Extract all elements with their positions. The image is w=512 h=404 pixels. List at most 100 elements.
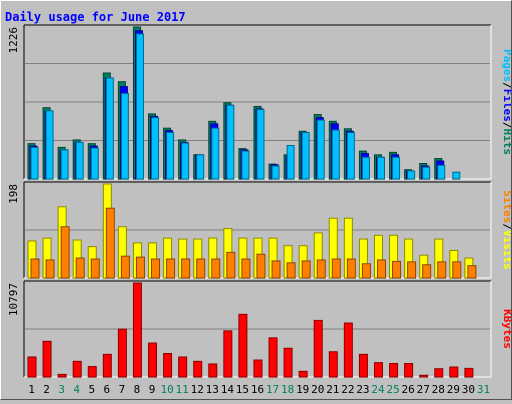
bar-pages-day-24	[376, 156, 385, 180]
bar-kbytes-day-24	[373, 362, 383, 378]
series-sites	[30, 207, 477, 279]
series-pages	[30, 33, 461, 180]
bar-sites-day-1	[30, 258, 40, 279]
bar-kbytes-day-21	[328, 351, 338, 378]
panel-mid: 198 Sites/Visits	[7, 181, 512, 279]
bar-kbytes-day-8	[132, 282, 142, 378]
x-label-day-31: 31	[477, 383, 490, 396]
bar-kbytes-day-19	[298, 370, 308, 378]
bar-kbytes-day-29	[449, 366, 459, 378]
bar-pages-day-3	[60, 149, 69, 180]
x-label-day-15: 15	[236, 383, 249, 396]
bar-pages-day-10	[166, 132, 175, 180]
x-label-day-25: 25	[386, 383, 399, 396]
bar-sites-day-2	[45, 259, 55, 279]
bar-sites-day-21	[331, 258, 341, 279]
bar-sites-day-18	[286, 262, 296, 279]
bar-pages-day-11	[181, 142, 190, 180]
bar-kbytes-day-17	[268, 337, 278, 378]
x-label-day-18: 18	[281, 383, 294, 396]
bar-kbytes-day-14	[223, 330, 233, 378]
bar-sites-day-13	[211, 258, 221, 279]
bar-kbytes-day-1	[27, 356, 37, 378]
legend-files: Files	[501, 89, 511, 122]
legend-hits: Hits	[501, 129, 511, 156]
x-label-day-14: 14	[221, 383, 235, 396]
x-label-day-21: 21	[326, 383, 339, 396]
bar-pages-day-21	[331, 129, 340, 180]
bar-kbytes-day-9	[148, 342, 158, 378]
x-label-day-22: 22	[341, 383, 354, 396]
bar-kbytes-day-15	[238, 313, 248, 378]
bar-sites-day-15	[241, 258, 251, 279]
bar-pages-day-23	[361, 156, 370, 180]
chart-title: Daily usage for June 2017	[5, 10, 186, 24]
bar-kbytes-day-7	[117, 328, 127, 378]
bar-sites-day-12	[196, 258, 206, 279]
bar-sites-day-25	[392, 260, 402, 279]
bar-sites-day-19	[301, 260, 311, 279]
x-label-day-24: 24	[371, 383, 385, 396]
bar-kbytes-day-3	[57, 373, 67, 378]
legend-visits: Visits	[501, 230, 511, 270]
bar-sites-day-28	[437, 261, 447, 279]
bar-sites-day-9	[151, 258, 161, 279]
x-label-day-17: 17	[266, 383, 279, 396]
bar-kbytes-day-20	[313, 319, 323, 378]
x-label-day-20: 20	[311, 383, 324, 396]
bar-sites-day-22	[346, 258, 356, 279]
bar-sites-day-29	[452, 261, 462, 279]
bar-kbytes-day-25	[389, 363, 399, 378]
x-label-day-8: 8	[134, 383, 141, 396]
bar-pages-day-5	[90, 147, 99, 180]
x-label-day-28: 28	[432, 383, 445, 396]
bar-sites-day-11	[181, 258, 191, 279]
panel-mid-ymax-label: 198	[7, 184, 20, 204]
bar-kbytes-day-4	[72, 360, 82, 378]
bar-pages-day-14	[226, 104, 235, 180]
x-label-day-29: 29	[447, 383, 460, 396]
bar-pages-day-16	[256, 109, 265, 180]
bar-pages-day-7	[120, 92, 129, 180]
bar-sites-day-6	[105, 207, 115, 279]
x-label-day-26: 26	[402, 383, 415, 396]
bar-pages-day-18	[286, 145, 295, 180]
bar-kbytes-day-28	[434, 368, 444, 378]
legend-kbytes: KBytes	[501, 309, 511, 349]
bar-sites-day-24	[376, 259, 386, 279]
bar-sites-day-8	[135, 256, 145, 279]
panel-mid-legend-label: Sites/Visits	[501, 190, 511, 270]
legend-sites: Sites	[501, 190, 511, 223]
bar-pages-day-20	[316, 119, 325, 180]
x-label-day-1: 1	[28, 383, 35, 396]
bar-pages-day-8	[135, 33, 144, 180]
bar-kbytes-day-12	[193, 360, 203, 378]
bar-sites-day-3	[60, 226, 70, 279]
bar-pages-day-15	[241, 150, 250, 180]
x-label-day-23: 23	[356, 383, 369, 396]
bar-kbytes-day-23	[358, 353, 368, 378]
x-label-day-7: 7	[119, 383, 126, 396]
bar-pages-day-1	[30, 146, 39, 180]
bar-pages-day-12	[196, 154, 205, 180]
bar-sites-day-27	[422, 264, 432, 279]
bar-kbytes-day-18	[283, 347, 293, 378]
panel-top: 1226 Pages/Files/Hits	[7, 24, 512, 180]
bar-sites-day-23	[361, 263, 371, 279]
panel-bot-ymax-label: 10797	[7, 283, 20, 316]
bar-kbytes-day-2	[42, 340, 52, 378]
bar-kbytes-day-16	[253, 359, 263, 378]
panel-bot: 10797 KBytes	[7, 280, 512, 378]
bar-kbytes-day-6	[102, 353, 112, 378]
bar-pages-day-13	[211, 127, 220, 180]
legend-pages: Pages	[501, 49, 511, 82]
bar-pages-day-28	[437, 164, 446, 180]
bar-kbytes-day-10	[163, 352, 173, 378]
x-label-day-30: 30	[462, 383, 475, 396]
bar-kbytes-day-13	[208, 363, 218, 378]
bar-sites-day-30	[467, 265, 477, 279]
bar-sites-day-4	[75, 257, 85, 279]
x-label-day-9: 9	[149, 383, 156, 396]
